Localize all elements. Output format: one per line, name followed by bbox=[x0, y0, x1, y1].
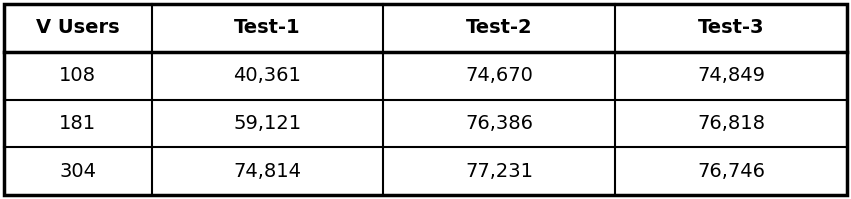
Text: 40,361: 40,361 bbox=[233, 66, 301, 85]
Text: 59,121: 59,121 bbox=[233, 114, 301, 133]
Text: Test-1: Test-1 bbox=[234, 18, 300, 37]
Text: 76,386: 76,386 bbox=[465, 114, 534, 133]
Text: 74,670: 74,670 bbox=[465, 66, 534, 85]
Text: V Users: V Users bbox=[36, 18, 120, 37]
Text: 108: 108 bbox=[60, 66, 96, 85]
Text: 77,231: 77,231 bbox=[465, 162, 534, 181]
Text: 76,818: 76,818 bbox=[697, 114, 765, 133]
Text: 74,849: 74,849 bbox=[697, 66, 765, 85]
Text: 74,814: 74,814 bbox=[233, 162, 301, 181]
Text: 76,746: 76,746 bbox=[697, 162, 765, 181]
Text: Test-2: Test-2 bbox=[466, 18, 533, 37]
Text: 304: 304 bbox=[60, 162, 96, 181]
Text: 181: 181 bbox=[60, 114, 96, 133]
Text: Test-3: Test-3 bbox=[698, 18, 764, 37]
